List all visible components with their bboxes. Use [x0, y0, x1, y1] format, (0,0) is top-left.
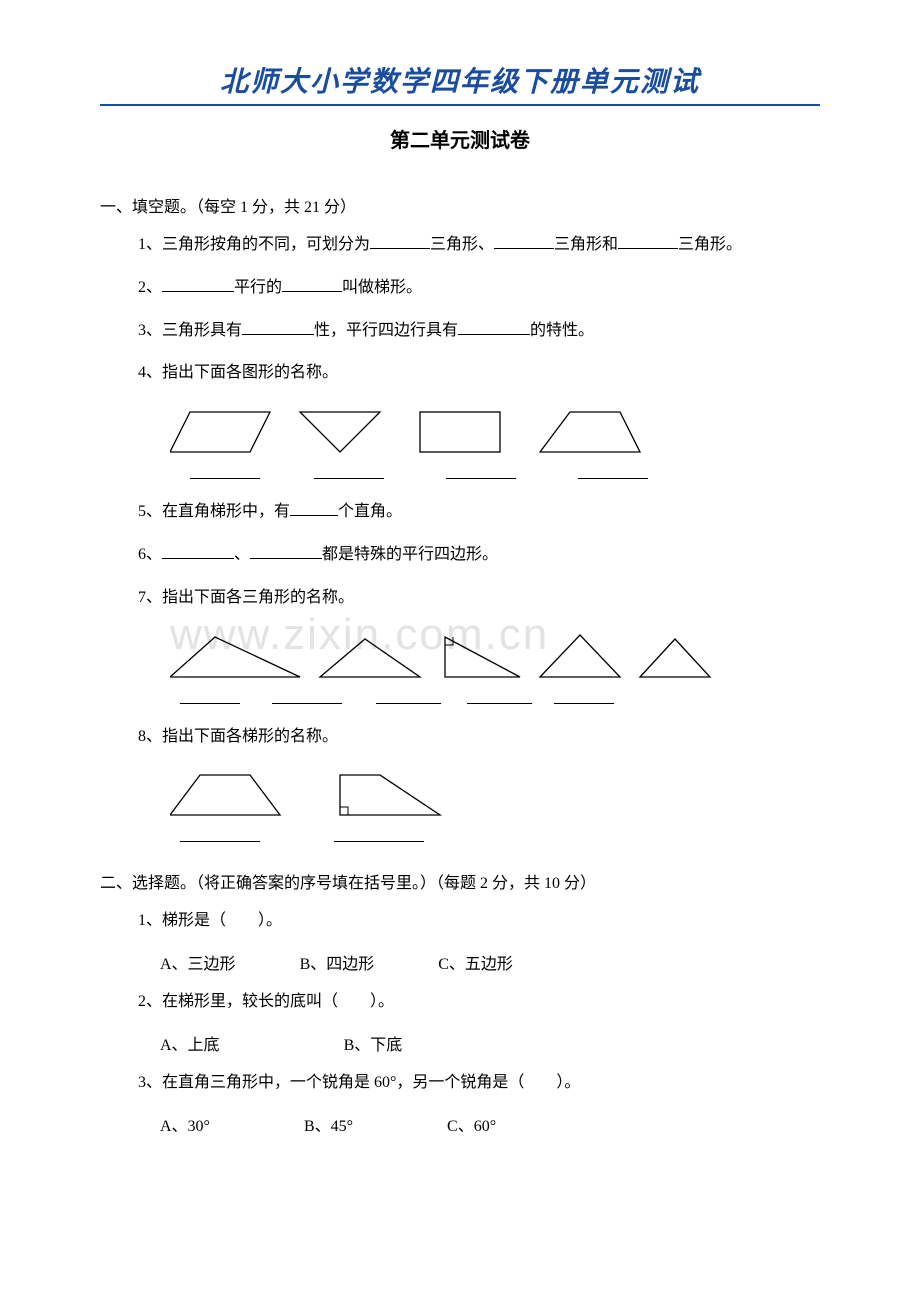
s2q3-text: 3、在直角三角形中，一个锐角是 60°，另一个锐角是（ ）。 [138, 1069, 820, 1098]
q5-text2: 个直角。 [338, 503, 402, 520]
s2q1-text: 1、梯形是（ ）。 [138, 907, 820, 936]
q1: 1、三角形按角的不同，可划分为 三角形、 三角形和 三角形。 [138, 231, 820, 260]
rectangle-shape [420, 412, 500, 452]
q8-text: 8、指出下面各梯形的名称。 [138, 723, 820, 752]
blank [180, 841, 260, 842]
q7-labels [170, 691, 820, 709]
q4-text: 4、指出下面各图形的名称。 [138, 359, 820, 388]
right-angle-mark [340, 807, 348, 815]
blank [467, 703, 532, 704]
q6: 6、 、 都是特殊的平行四边形。 [138, 541, 820, 570]
q5: 5、在直角梯形中，有 个直角。 [138, 498, 820, 527]
q4-labels [170, 466, 820, 484]
blank [578, 478, 648, 479]
blank [370, 233, 430, 249]
blank [446, 478, 516, 479]
q8-labels [170, 829, 820, 847]
q8-shapes [170, 765, 820, 825]
s2q1-options: A、三边形 B、四边形 C、五边形 [160, 950, 820, 974]
q4-shapes [170, 402, 820, 462]
s2q2-optA: A、上底 [160, 1031, 220, 1055]
s2q3-optB: B、45° [304, 1112, 353, 1136]
q6-sep: 、 [234, 546, 250, 563]
trapezoid-shape [540, 412, 640, 452]
parallelogram-shape [170, 412, 270, 452]
right-trapezoid-shape [340, 775, 440, 815]
acute-triangle-shape [320, 639, 420, 677]
isosceles-trapezoid-shape [170, 775, 280, 815]
s2q1-optC: C、五边形 [438, 950, 513, 974]
blank [242, 319, 314, 335]
q7-shapes [170, 627, 820, 687]
q1-text2: 三角形、 [430, 236, 494, 253]
s2q3-options: A、30° B、45° C、60° [160, 1112, 820, 1136]
q3: 3、三角形具有 性，平行四边行具有 的特性。 [138, 317, 820, 346]
q2-text2: 平行的 [234, 279, 282, 296]
blank [458, 319, 530, 335]
q4-shapes-svg [170, 402, 690, 462]
q1-text4: 三角形。 [678, 236, 742, 253]
section2-title: 二、选择题。（将正确答案的序号填在括号里。）（每题 2 分，共 10 分） [100, 869, 820, 893]
page-subtitle: 第二单元测试卷 [100, 124, 820, 153]
blank [554, 703, 614, 704]
s2q2-options: A、上底 B、下底 [160, 1031, 820, 1055]
blank [314, 478, 384, 479]
right-triangle-shape [445, 637, 520, 677]
s2q2-optB: B、下底 [344, 1031, 403, 1055]
blank [162, 276, 234, 292]
s2q2-text: 2、在梯形里，较长的底叫（ ）。 [138, 988, 820, 1017]
equilateral-triangle-shape [640, 639, 710, 677]
blank [618, 233, 678, 249]
blank [494, 233, 554, 249]
q7-text: 7、指出下面各三角形的名称。 [138, 584, 820, 613]
blank [180, 703, 240, 704]
q8-shapes-svg [170, 765, 490, 825]
blank [376, 703, 441, 704]
blank [282, 276, 342, 292]
isosceles-triangle-shape [540, 635, 620, 677]
s2q1-optB: B、四边形 [300, 950, 375, 974]
q7-shapes-svg [170, 627, 730, 687]
q1-text1: 1、三角形按角的不同，可划分为 [138, 236, 370, 253]
q5-text1: 5、在直角梯形中，有 [138, 503, 290, 520]
q2-text3: 叫做梯形。 [342, 279, 422, 296]
q6-text2: 都是特殊的平行四边形。 [322, 546, 498, 563]
triangle-shape [300, 412, 380, 452]
blank [250, 543, 322, 559]
header-underline [100, 104, 820, 106]
blank [190, 478, 260, 479]
s2q3-optC: C、60° [447, 1112, 496, 1136]
q2-text1: 2、 [138, 279, 162, 296]
blank [290, 500, 338, 516]
blank [334, 841, 424, 842]
q2: 2、 平行的 叫做梯形。 [138, 274, 820, 303]
q3-text3: 的特性。 [530, 322, 594, 339]
blank [272, 703, 342, 704]
q1-text3: 三角形和 [554, 236, 618, 253]
q3-text2: 性，平行四边行具有 [314, 322, 458, 339]
obtuse-triangle-shape [170, 637, 300, 677]
page-header: 北师大小学数学四年级下册单元测试 [100, 60, 820, 100]
q3-text1: 3、三角形具有 [138, 322, 242, 339]
section1-title: 一、填空题。（每空 1 分，共 21 分） [100, 193, 820, 217]
q6-text1: 6、 [138, 546, 162, 563]
s2q1-optA: A、三边形 [160, 950, 236, 974]
s2q3-optA: A、30° [160, 1112, 210, 1136]
blank [162, 543, 234, 559]
